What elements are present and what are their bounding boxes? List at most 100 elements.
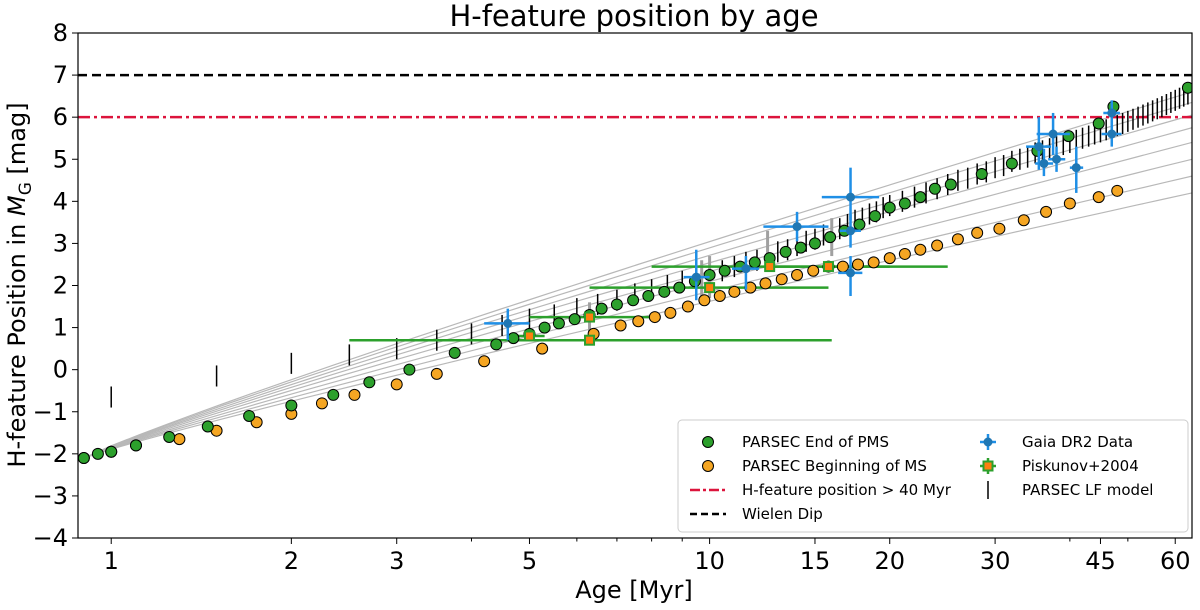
piskunov-marker xyxy=(584,334,596,346)
pms-point xyxy=(507,332,520,345)
ms-point xyxy=(1111,184,1124,197)
pms-point xyxy=(243,409,256,422)
gaia-point xyxy=(741,264,751,274)
x-tick-label: 1 xyxy=(104,547,119,575)
y-tick-label: 0 xyxy=(53,356,68,384)
pms-point xyxy=(552,317,565,330)
pms-point xyxy=(748,256,761,269)
gaia-point xyxy=(1048,129,1058,139)
gaia-point xyxy=(846,192,856,202)
pms-point xyxy=(642,290,655,303)
legend-label: Gaia DR2 Data xyxy=(1022,433,1133,451)
legend-box xyxy=(677,419,1189,533)
piskunov-marker xyxy=(822,261,834,273)
legend-label: PARSEC LF model xyxy=(1022,481,1153,499)
ms-point xyxy=(1194,143,1200,154)
y-tick-label: 6 xyxy=(53,103,68,131)
ms-point xyxy=(698,294,711,307)
gaia-point xyxy=(1039,158,1049,168)
y-axis-label-sub: G xyxy=(16,182,36,195)
y-tick-label: 3 xyxy=(53,229,68,257)
ms-point xyxy=(536,342,549,355)
gaia-point xyxy=(1071,163,1081,173)
pms-point xyxy=(78,452,90,465)
y-axis-label-var: M xyxy=(3,195,31,216)
piskunov-marker xyxy=(584,311,596,323)
legend-label: H-feature position > 40 Myr xyxy=(742,481,952,499)
pms-point xyxy=(703,268,716,281)
pms-point xyxy=(869,210,882,223)
ms-point xyxy=(430,367,443,380)
x-tick-label: 45 xyxy=(1085,547,1116,575)
ms-point xyxy=(390,378,403,391)
pms-point xyxy=(898,197,911,210)
legend-symbol-pms xyxy=(702,436,714,448)
ms-point xyxy=(914,243,927,256)
ms-point xyxy=(759,277,772,290)
pms-point xyxy=(883,201,896,214)
ms-point xyxy=(791,268,804,281)
pms-point xyxy=(285,399,298,412)
x-tick-label: 30 xyxy=(980,547,1011,575)
x-tick-label: 3 xyxy=(389,547,404,575)
ms-point xyxy=(836,260,849,273)
y-axis-label-suffix: [mag] xyxy=(3,102,31,182)
pms-point xyxy=(105,445,118,458)
gaia-point xyxy=(1107,129,1117,139)
chart-title: H-feature position by age xyxy=(449,0,818,33)
ms-point xyxy=(883,252,896,265)
isochrone-track xyxy=(83,101,1192,459)
x-tick-label: 5 xyxy=(522,547,537,575)
pms-point xyxy=(538,321,551,334)
x-axis-label: Age [Myr] xyxy=(575,576,693,604)
ms-point xyxy=(173,433,186,446)
legend-label: Piskunov+2004 xyxy=(1022,457,1139,475)
pms-point xyxy=(91,447,104,460)
pms-point xyxy=(595,302,608,315)
legend-label: PARSEC Beginning of MS xyxy=(742,457,927,475)
isochrone-track xyxy=(83,114,1192,459)
x-tick-label: 2 xyxy=(284,547,299,575)
legend-label: PARSEC End of PMS xyxy=(742,433,889,451)
ms-point xyxy=(1017,214,1030,227)
gaia-point xyxy=(1034,142,1044,152)
piskunov-marker xyxy=(523,330,535,342)
ms-point xyxy=(993,222,1006,235)
x-tick-label: 20 xyxy=(874,547,905,575)
isochrone-track xyxy=(83,91,1192,459)
legend-label: Wielen Dip xyxy=(742,505,823,523)
ms-point xyxy=(315,397,328,410)
x-tick-label: 10 xyxy=(694,547,725,575)
y-tick-label: −2 xyxy=(33,440,68,468)
pms-point xyxy=(129,439,142,452)
ms-point xyxy=(1063,197,1076,210)
pms-point xyxy=(718,264,731,277)
pms-point xyxy=(794,241,807,254)
ms-point xyxy=(851,258,864,271)
ms-point xyxy=(775,273,788,286)
pms-point xyxy=(627,294,640,307)
isochrone-track xyxy=(83,175,1192,459)
gaia-point xyxy=(691,272,701,282)
pms-point xyxy=(853,218,866,231)
ms-point xyxy=(632,315,645,328)
isochrone-track xyxy=(83,127,1192,459)
ms-point xyxy=(348,388,361,401)
y-tick-label: 1 xyxy=(53,314,68,342)
y-tick-label: 7 xyxy=(53,61,68,89)
pms-point xyxy=(448,346,461,359)
pms-point xyxy=(610,298,623,311)
ms-point xyxy=(971,226,984,239)
gaia-point xyxy=(1107,108,1117,118)
y-tick-label: 4 xyxy=(53,187,68,215)
pms-point xyxy=(1181,81,1192,94)
pms-point xyxy=(1092,117,1105,130)
pms-point xyxy=(914,191,927,204)
ms-point xyxy=(951,233,964,246)
pms-point xyxy=(673,281,686,294)
ms-point xyxy=(807,264,820,277)
pms-point xyxy=(403,363,416,376)
clipped-group xyxy=(78,73,1200,465)
